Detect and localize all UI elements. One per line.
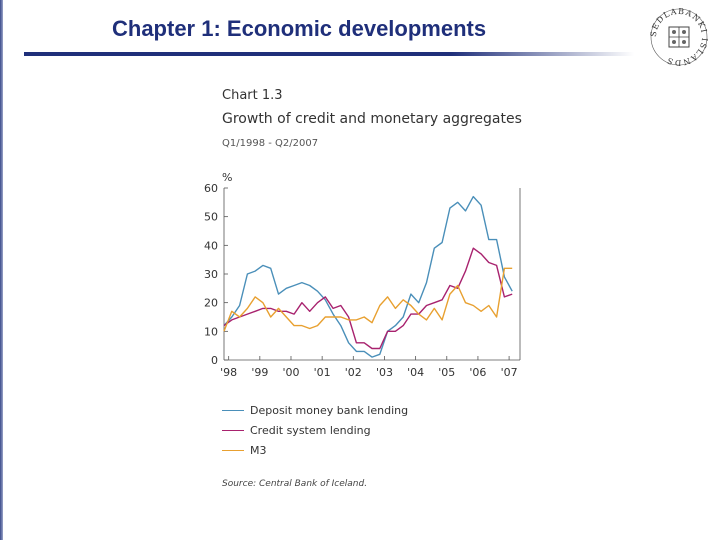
slide-title: Chapter 1: Economic developments [112, 16, 487, 41]
chart-source: Source: Central Bank of Iceland. [222, 479, 368, 489]
x-tick-label: '02 [345, 366, 362, 379]
y-tick-label: 10 [204, 325, 218, 338]
y-tick-label: 60 [204, 182, 218, 195]
x-tick-label: '98 [220, 366, 237, 379]
x-tick-label: '00 [282, 366, 299, 379]
chart-number: Chart 1.3 [222, 88, 283, 103]
title-underline [24, 52, 634, 56]
y-tick-label: 0 [211, 354, 218, 367]
legend-swatch [222, 409, 244, 411]
x-tick-label: '07 [501, 366, 518, 379]
y-axis-unit: % [222, 171, 232, 184]
chart-legend: Deposit money bank lending Credit system… [222, 400, 408, 460]
chart-subtitle: Q1/1998 - Q2/2007 [222, 138, 319, 149]
y-tick-label: 40 [204, 239, 218, 252]
x-tick-label: '06 [469, 366, 486, 379]
series-line-1 [223, 247, 513, 350]
y-tick-label: 20 [204, 297, 218, 310]
legend-label: Credit system lending [250, 423, 371, 437]
series-line-2 [223, 267, 513, 332]
university-seal-icon: SEDLABANKI ISLANDS [649, 7, 708, 67]
chart-title: Growth of credit and monetary aggregates [222, 111, 522, 127]
legend-item-m3: M3 [222, 440, 408, 460]
x-tick-label: '01 [314, 366, 331, 379]
x-tick-label: '03 [376, 366, 393, 379]
left-edge-bar [0, 0, 3, 540]
legend-label: Deposit money bank lending [250, 403, 409, 417]
x-tick-label: '99 [251, 366, 268, 379]
legend-label: M3 [250, 443, 267, 457]
line-chart: 0 10 20 30 40 50 60% '98 '99 '00 '01 '02 '03 '04 '05 '0… [204, 171, 521, 379]
x-tick-label: '04 [407, 366, 424, 379]
series-line-0 [223, 195, 513, 358]
y-tick-label: 50 [204, 211, 218, 224]
legend-item-credit: Credit system lending [222, 420, 408, 440]
legend-swatch [222, 429, 244, 431]
legend-swatch [222, 449, 244, 451]
y-tick-label: 30 [204, 268, 218, 281]
x-tick-label: '05 [438, 366, 455, 379]
legend-item-deposit: Deposit money bank lending [222, 400, 408, 420]
